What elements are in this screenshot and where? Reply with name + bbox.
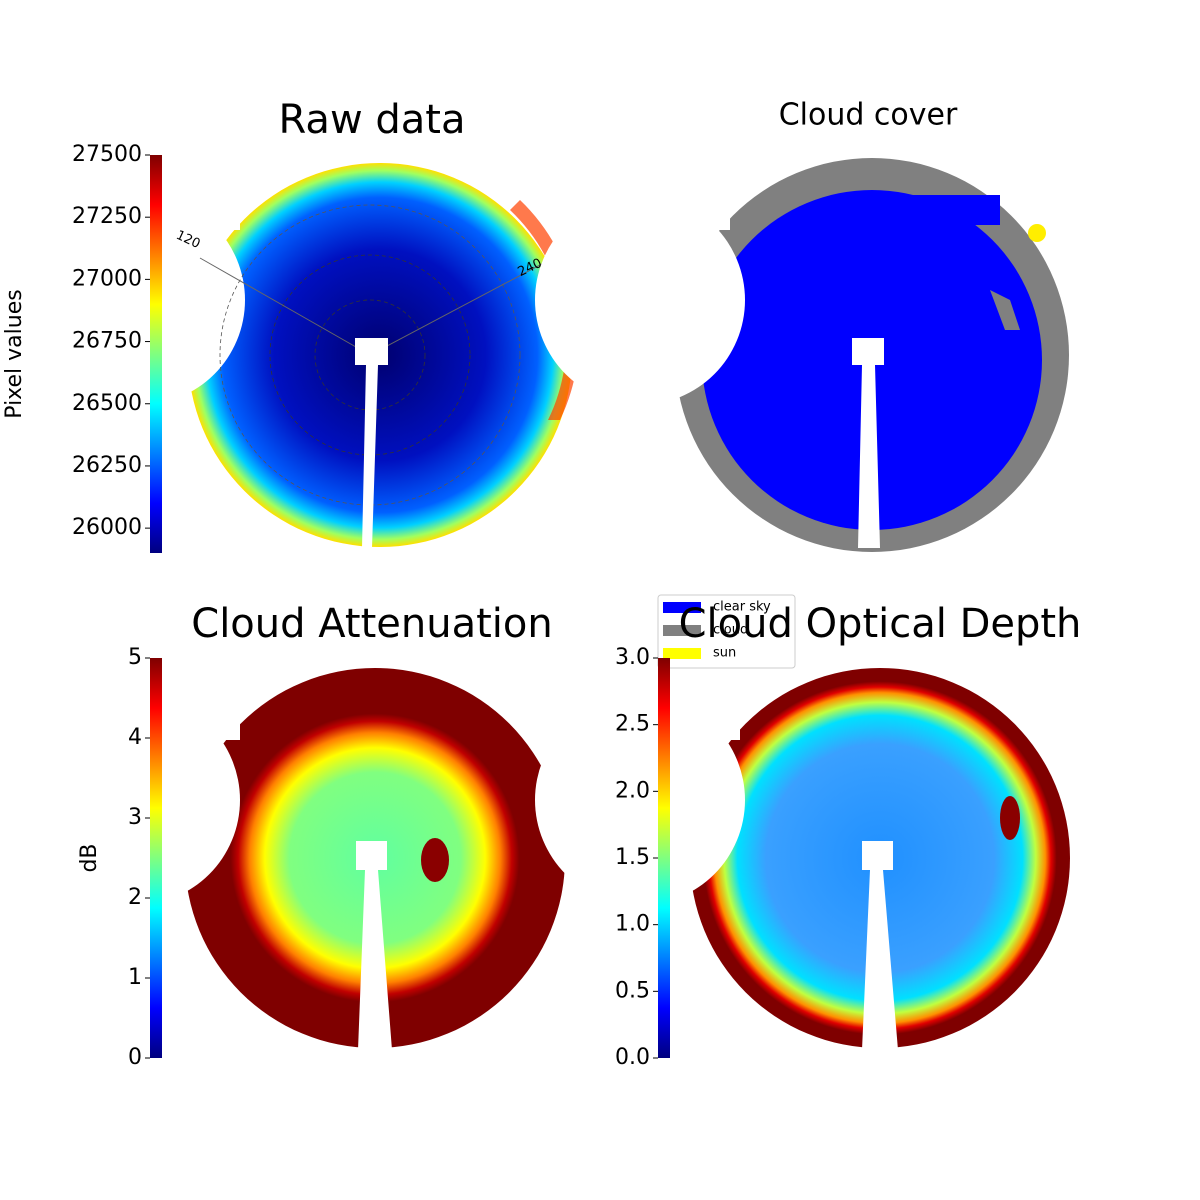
legend-swatch [663, 602, 701, 613]
colorbar [150, 658, 162, 1058]
colorbar-tick-label: 3.0 [615, 645, 650, 670]
colorbar-tick-label: 0.5 [615, 978, 650, 1003]
colorbar-tick-label: 0 [128, 1045, 142, 1070]
colorbar-tick-label: 27500 [72, 142, 142, 167]
cloud-cover-image [535, 140, 1069, 552]
colorbar-tick-label: 26750 [72, 329, 142, 354]
legend-swatch [663, 625, 701, 636]
colorbar-tick-label: 2.5 [615, 712, 650, 737]
colorbar-tick-label: 0.0 [615, 1045, 650, 1070]
panel-title: Raw data [279, 97, 466, 143]
legend-label: sun [713, 646, 736, 661]
legend-swatch [663, 648, 701, 659]
panel-title: Cloud Attenuation [191, 601, 552, 647]
colorbar [150, 155, 162, 553]
colorbar-tick-label: 1.5 [615, 845, 650, 870]
colorbar-tick-label: 27250 [72, 204, 142, 229]
colorbar-tick-label: 26250 [72, 453, 142, 478]
colorbar-tick-label: 4 [128, 725, 142, 750]
colorbar-tick-label: 27000 [72, 266, 142, 291]
colorbar-tick-label: 26000 [72, 515, 142, 540]
attenuation-image [30, 650, 565, 1050]
colorbar-tick-label: 5 [128, 645, 142, 670]
colorbar-tick-label: 2 [128, 885, 142, 910]
colorbar-tick-label: 1 [128, 965, 142, 990]
colorbar-tick-label: 26500 [72, 391, 142, 416]
raw-image [35, 140, 579, 548]
panel-title: Cloud Optical Depth [679, 601, 1082, 647]
colorbar-label: dB [77, 843, 102, 872]
colorbar [658, 658, 670, 1058]
legend-label: clear sky [713, 600, 771, 615]
colorbar-tick-label: 3 [128, 805, 142, 830]
colorbar-label: Pixel values [2, 289, 27, 418]
legend-label: cloud [713, 623, 748, 638]
colorbar-tick-label: 2.0 [615, 778, 650, 803]
colorbar-tick-label: 1.0 [615, 912, 650, 937]
panel-title: Cloud cover [779, 98, 958, 133]
